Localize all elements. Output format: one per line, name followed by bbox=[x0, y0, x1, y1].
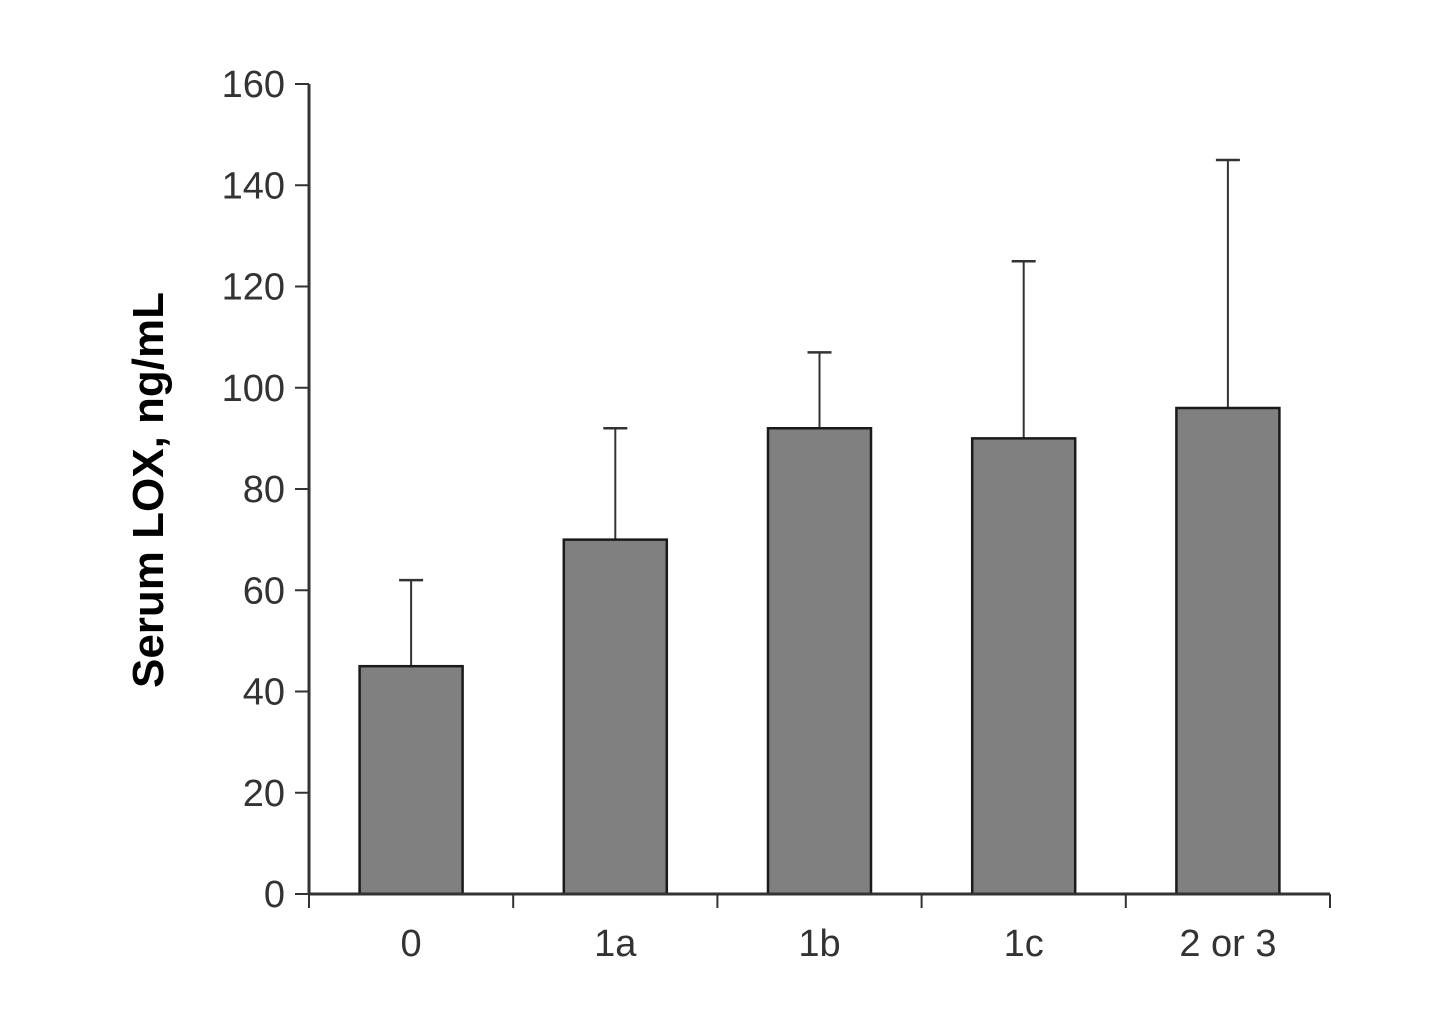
x-tick-label: 2 or 3 bbox=[1179, 923, 1276, 965]
bar-2-or-3 bbox=[1175, 406, 1281, 896]
y-axis-title: Serum LOX, ng/mL bbox=[124, 292, 173, 688]
y-tick-label: 0 bbox=[264, 874, 285, 916]
y-tick-label: 40 bbox=[243, 672, 285, 714]
bar-1a bbox=[562, 538, 669, 896]
y-axis-ticks: 0 20 40 60 80 100 120 140 160 bbox=[222, 64, 309, 916]
x-axis-ticks: 0 1a 1b 1c 2 or 3 bbox=[308, 894, 1331, 965]
error-bars bbox=[399, 158, 1240, 667]
bar-0 bbox=[358, 664, 464, 896]
y-tick-label: 60 bbox=[243, 570, 285, 612]
x-tick-label: 0 bbox=[401, 923, 422, 965]
x-tick-label: 1a bbox=[594, 923, 637, 965]
x-tick-label: 1b bbox=[798, 923, 840, 965]
x-tick-label: 1c bbox=[1004, 923, 1044, 965]
y-tick-label: 80 bbox=[243, 469, 285, 511]
y-tick-label: 140 bbox=[222, 165, 285, 207]
bars bbox=[358, 406, 1281, 896]
bar-1c bbox=[970, 437, 1077, 896]
y-tick-label: 120 bbox=[222, 267, 285, 309]
y-tick-label: 100 bbox=[222, 368, 285, 410]
y-tick-label: 160 bbox=[222, 64, 285, 106]
bar-1b bbox=[766, 427, 873, 896]
y-tick-label: 20 bbox=[243, 773, 285, 815]
